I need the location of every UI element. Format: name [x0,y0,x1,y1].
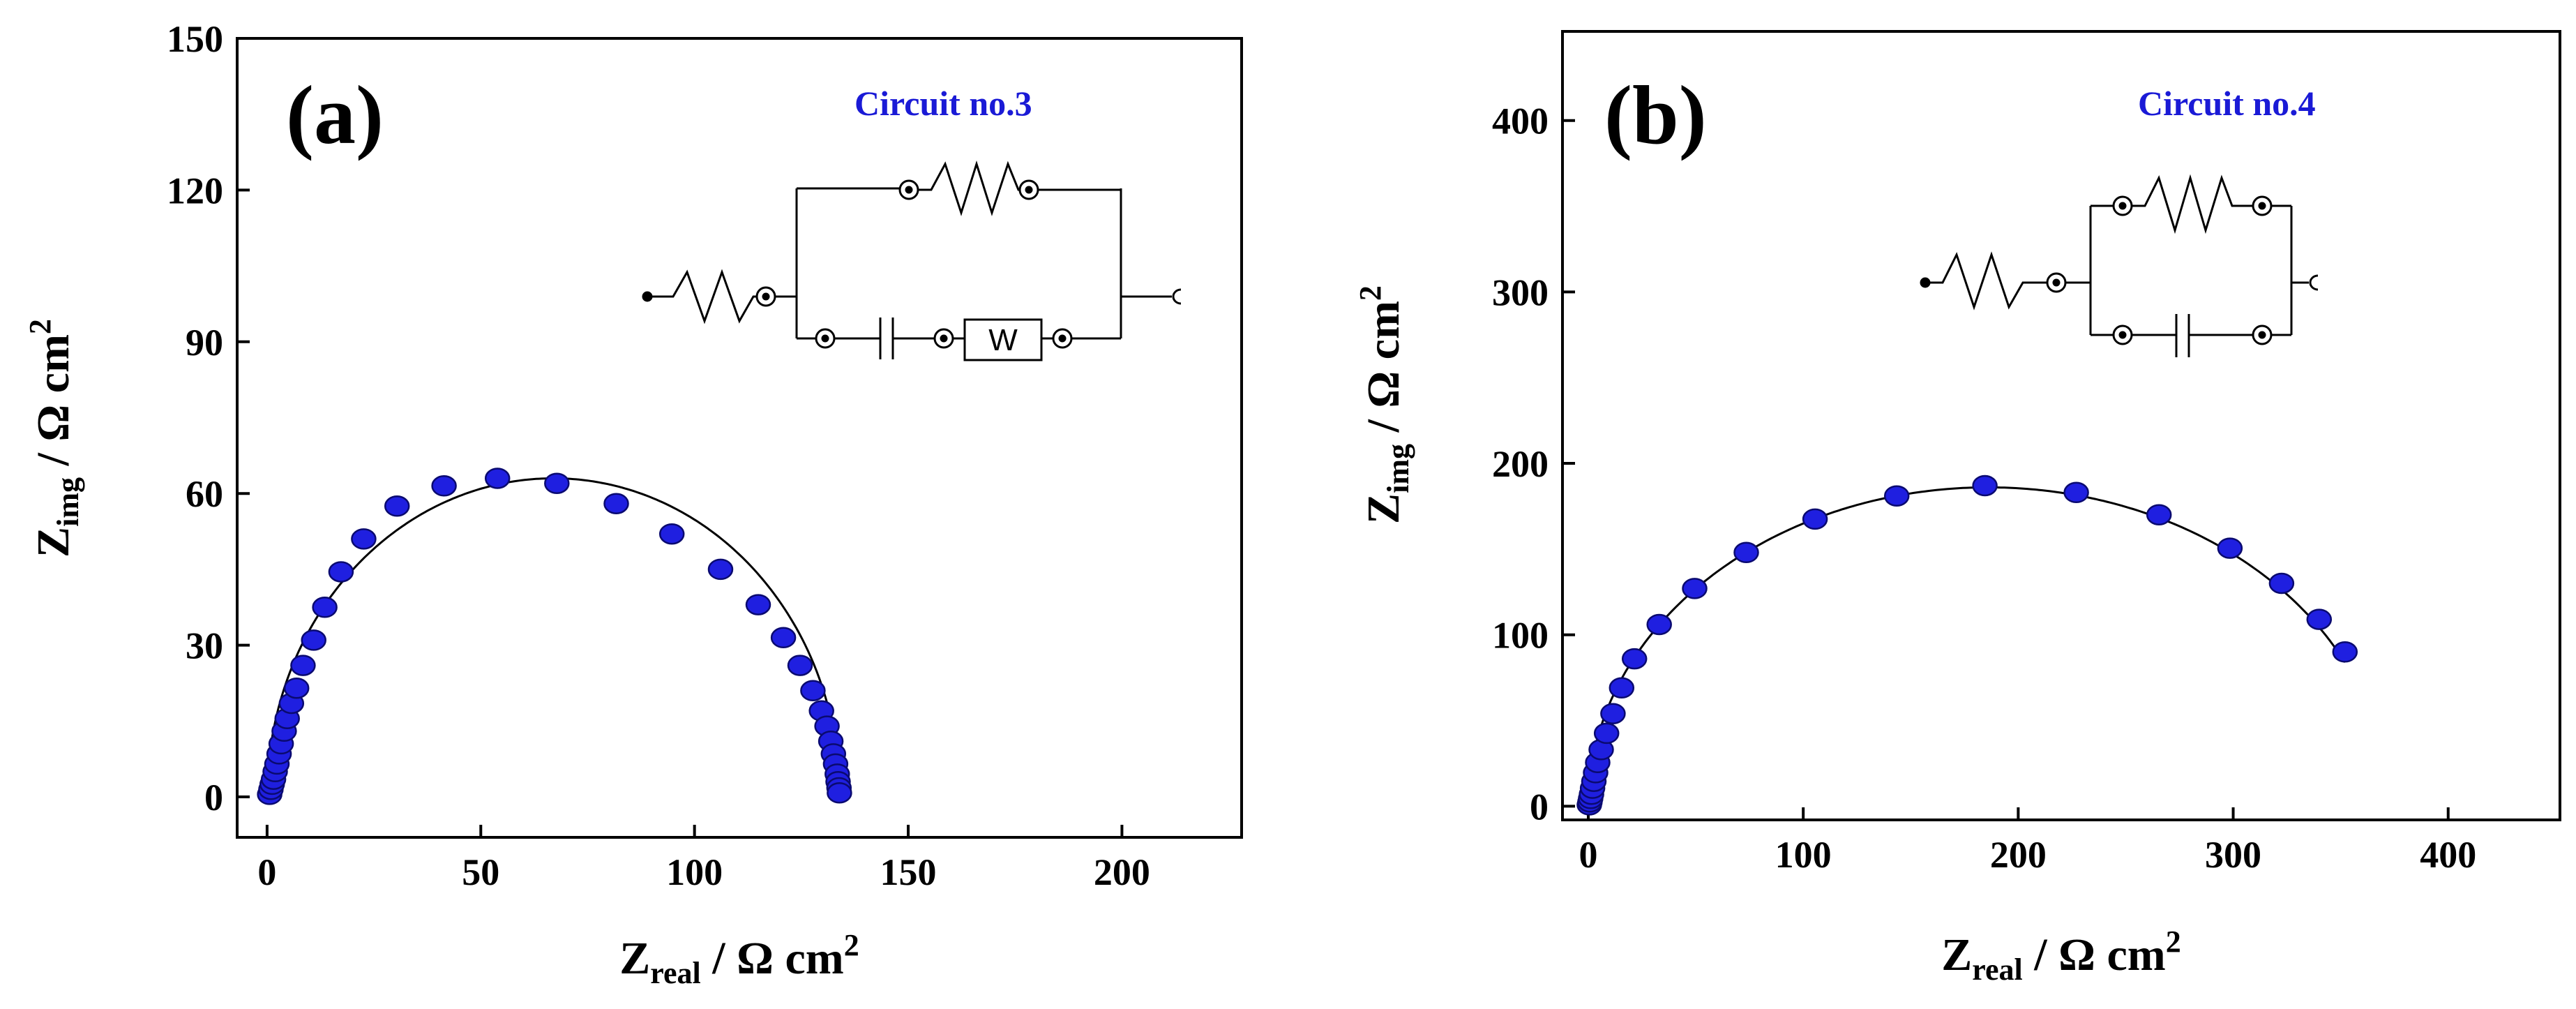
circuit-diagram-b [1920,174,2319,357]
x-tick-label-a: 100 [666,851,723,893]
data-point-a [658,523,685,545]
x-tick-label-a: 200 [1094,851,1150,893]
ticks-b: 0 100 200 300 400 0 100 200 300 400 [1492,100,2476,876]
warburg-label: W [988,323,1018,357]
y-tick-label-a: 60 [186,473,223,515]
data-point-b [1593,722,1620,745]
data-point-a [787,655,813,676]
x-tick-label-b: 100 [1775,834,1832,876]
y-tick-label-b: 200 [1492,443,1549,485]
data-point-a [290,655,316,676]
data-point-a [384,495,410,517]
x-tick-label-a: 150 [880,851,937,893]
data-point-b [1600,703,1626,724]
data-point-b [2146,504,2172,525]
data-point-b [1609,677,1635,699]
data-point-a [544,472,570,494]
y-axis-label-a: Zimg / Ω cm2 [23,319,85,558]
data-point-b [1646,613,1672,636]
x-tick-label-b: 400 [2420,834,2476,876]
fit-curve-a [266,477,841,798]
data-point-b [1972,474,1998,497]
data-point-a [351,528,377,550]
data-point-a [301,629,326,651]
x-tick-label-b: 300 [2205,834,2261,876]
circuit-label-a: Circuit no.3 [854,84,1032,123]
ticks-a: 0 50 100 150 200 0 30 60 90 120 150 [167,18,1150,893]
x-axis-label-b: Zreal / Ω cm2 [1941,925,2181,987]
y-tick-label-b: 0 [1530,786,1549,828]
data-point-a [484,468,511,489]
data-point-a [283,677,310,699]
y-tick-label-a: 90 [186,322,223,364]
data-point-a [431,475,457,497]
y-tick-label-a: 0 [204,777,223,819]
data-points-b [1576,474,2358,816]
y-tick-label-b: 100 [1492,615,1549,657]
x-tick-label-b: 200 [1990,834,2047,876]
data-point-b [2217,537,2243,559]
data-point-a [770,627,797,649]
data-point-b [1883,485,1910,507]
data-point-b [1621,648,1648,670]
circuit-label-b: Circuit no.4 [2138,84,2316,123]
y-tick-label-b: 300 [1492,271,1549,313]
data-point-b [2332,641,2358,663]
x-tick-label-a: 0 [257,851,276,893]
data-points-a [257,468,852,805]
data-point-b [2306,608,2333,630]
data-point-b [1802,508,1828,530]
x-axis-label-a: Zreal / Ω cm2 [619,928,859,990]
plot-frame-a [236,37,1243,839]
x-tick-label-b: 0 [1579,834,1597,876]
y-tick-label-a: 30 [186,625,223,667]
data-point-b [2268,572,2295,595]
y-tick-label-a: 150 [167,18,223,60]
data-point-a [707,558,734,581]
data-point-a [827,782,852,804]
panel-b: 0 100 200 300 400 0 100 200 300 400 (b) Circuit n… [1353,30,2561,987]
x-tick-label-a: 50 [462,851,499,893]
y-tick-label-b: 400 [1492,100,1549,142]
plot-frame-b [1561,30,2561,821]
data-point-b [1733,541,1759,564]
data-point-a [745,594,771,615]
data-point-a [800,680,826,702]
data-point-a [328,561,354,583]
data-point-a [603,493,629,514]
y-axis-label-b: Zimg / Ω cm2 [1353,285,1415,524]
y-tick-label-a: 120 [167,170,223,211]
data-point-b [2063,481,2089,504]
panel-label-a: (a) [286,68,384,161]
data-point-b [1682,578,1708,599]
panel-label-b: (b) [1604,68,1707,161]
data-point-a [312,597,338,618]
panel-a: 0 50 100 150 200 0 30 60 90 120 150 (a) Circuit no… [23,18,1243,990]
circuit-diagram-a [642,160,1182,361]
fit-curve-b [1587,486,2347,807]
